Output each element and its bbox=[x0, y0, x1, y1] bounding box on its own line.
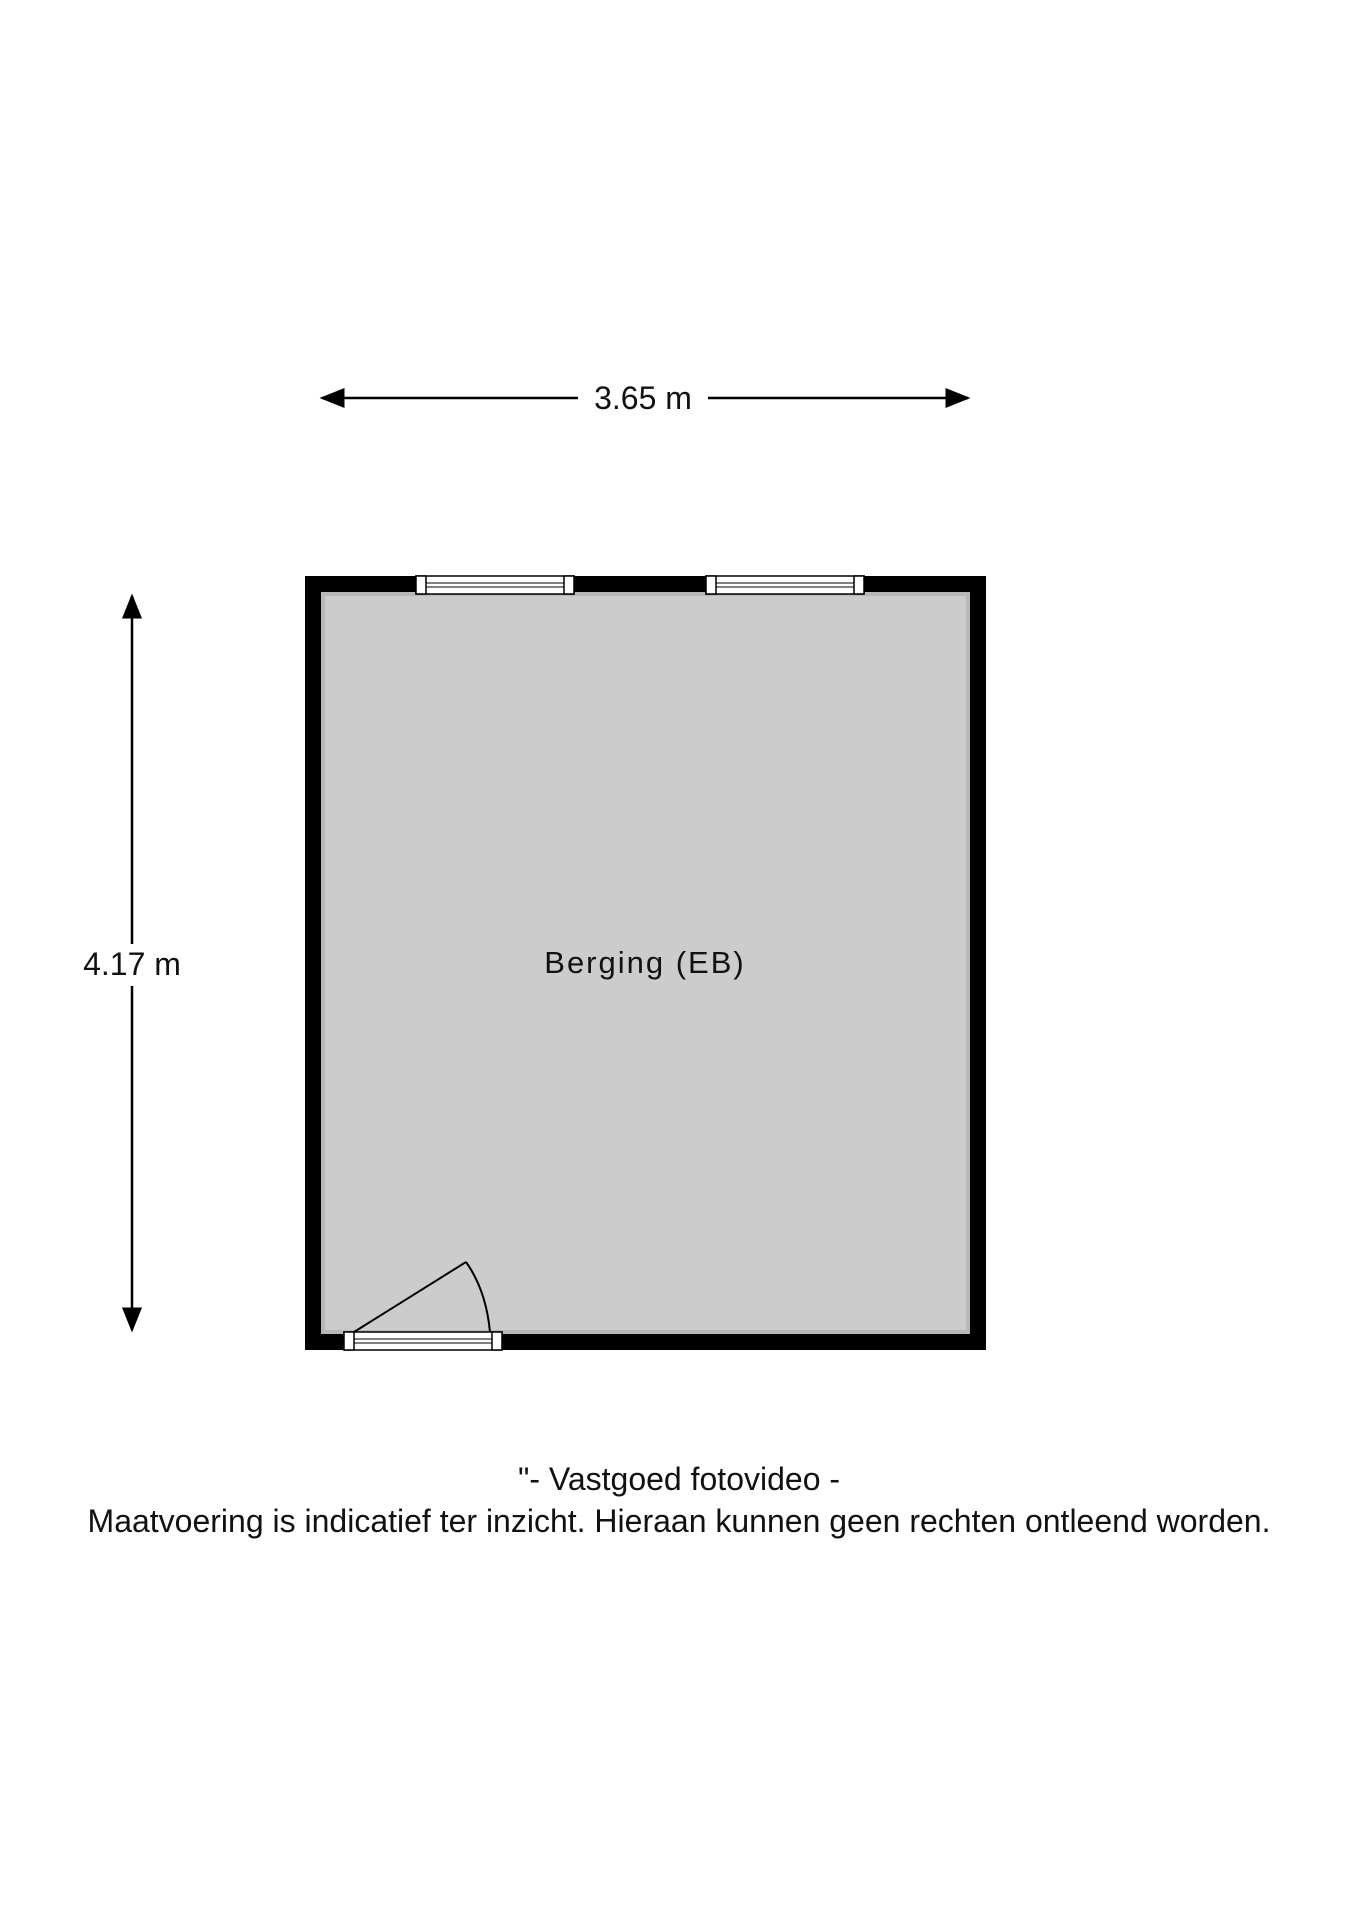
door bbox=[343, 1261, 503, 1351]
footer-disclaimer: Maatvoering is indicatief ter inzicht. H… bbox=[87, 1503, 1271, 1539]
room-berging bbox=[305, 576, 986, 1350]
footer-credit: "- Vastgoed fotovideo - bbox=[517, 1461, 841, 1497]
width-dimension: 3.65 m bbox=[319, 380, 971, 416]
door-swing-arc bbox=[465, 1261, 491, 1333]
room-label: Berging (EB) bbox=[544, 945, 745, 980]
window-2 bbox=[705, 575, 865, 595]
width-dimension-label: 3.65 m bbox=[594, 380, 692, 416]
room-floor bbox=[323, 594, 968, 1332]
room-floor-shadow bbox=[321, 592, 970, 1334]
door-leaf bbox=[353, 1261, 467, 1333]
window-1 bbox=[415, 575, 575, 595]
height-dimension: 4.17 m bbox=[83, 593, 181, 1333]
footer: "- Vastgoed fotovideo - Maatvoering is i… bbox=[0, 1458, 1358, 1542]
height-dimension-label: 4.17 m bbox=[83, 946, 181, 982]
